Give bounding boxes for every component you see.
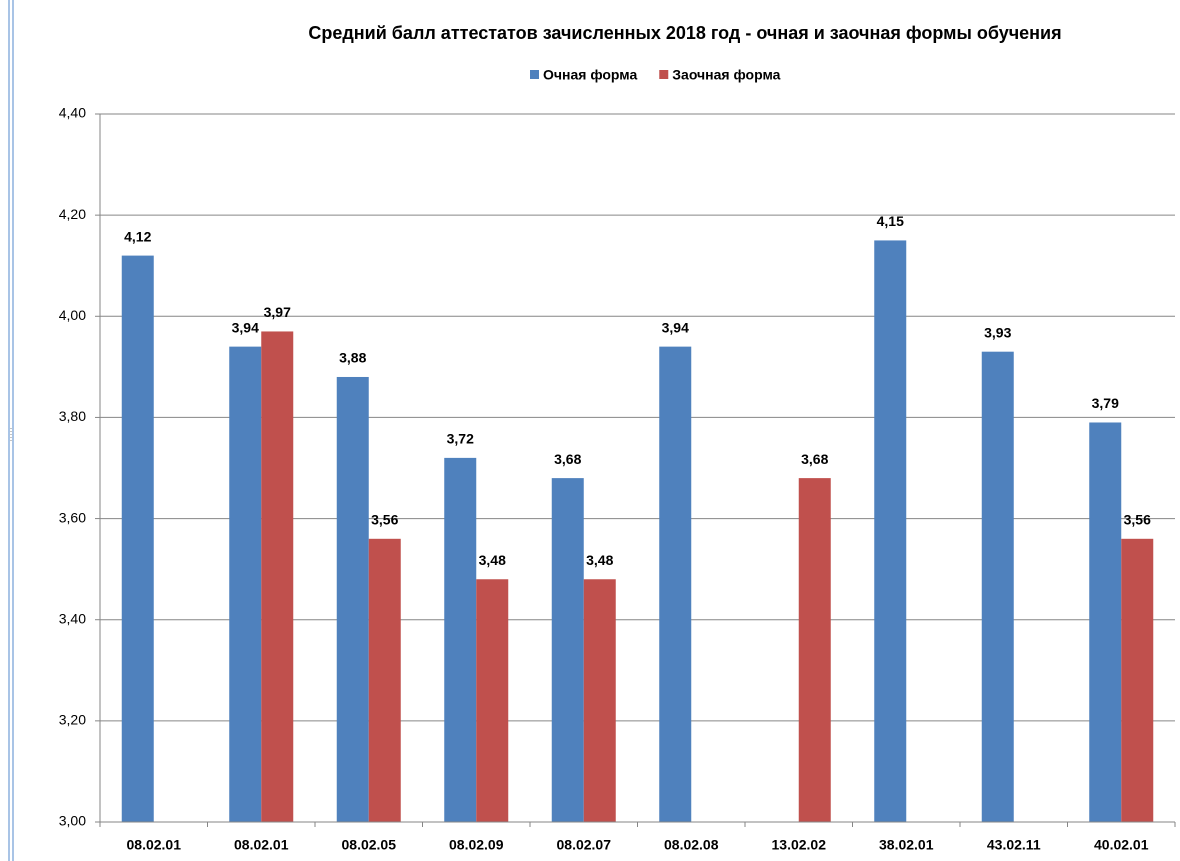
data-label: 3,48 bbox=[586, 552, 613, 568]
data-label: 3,48 bbox=[479, 552, 506, 568]
bar bbox=[336, 376, 369, 822]
legend-swatch bbox=[659, 70, 669, 79]
y-tick-label: 3,40 bbox=[59, 610, 86, 626]
bar bbox=[981, 351, 1014, 822]
data-label: 3,97 bbox=[264, 304, 291, 320]
y-tick-label: 3,60 bbox=[59, 509, 86, 525]
bar bbox=[261, 331, 294, 822]
data-label: 4,15 bbox=[877, 213, 904, 229]
data-label: 3,68 bbox=[801, 451, 828, 467]
x-tick-label: 08.02.09 bbox=[449, 837, 504, 853]
chart-title: Средний балл аттестатов зачисленных 2018… bbox=[308, 23, 1061, 43]
x-tick-label: 43.02.11 bbox=[987, 837, 1041, 853]
bar bbox=[121, 255, 154, 823]
bar bbox=[798, 478, 831, 822]
legend-label: Очная форма bbox=[543, 67, 637, 83]
data-label: 3,72 bbox=[447, 431, 474, 447]
bar bbox=[1121, 538, 1154, 822]
x-tick-label: 08.02.01 bbox=[234, 837, 289, 853]
y-tick-label: 3,20 bbox=[59, 712, 86, 728]
legend-swatch bbox=[530, 70, 539, 79]
data-label: 3,94 bbox=[232, 319, 259, 335]
data-label: 3,79 bbox=[1092, 395, 1119, 411]
data-label: 3,88 bbox=[339, 350, 366, 366]
y-tick-label: 4,40 bbox=[59, 105, 86, 121]
data-label: 3,68 bbox=[554, 451, 581, 467]
x-tick-label: 08.02.01 bbox=[127, 837, 182, 853]
y-tick-label: 3,80 bbox=[59, 408, 86, 424]
bar bbox=[874, 240, 907, 822]
data-label: 3,94 bbox=[662, 319, 689, 335]
x-tick-label: 40.02.01 bbox=[1094, 837, 1149, 853]
x-tick-label: 08.02.07 bbox=[557, 837, 612, 853]
data-label: 4,12 bbox=[124, 228, 151, 244]
x-tick-label: 38.02.01 bbox=[879, 837, 934, 853]
x-tick-label: 08.02.05 bbox=[342, 837, 397, 853]
data-label: 3,56 bbox=[371, 512, 398, 528]
bar bbox=[551, 478, 584, 822]
bar bbox=[444, 457, 477, 822]
bar bbox=[229, 346, 262, 822]
y-tick-label: 3,00 bbox=[59, 813, 86, 829]
x-tick-label: 13.02.02 bbox=[772, 837, 827, 853]
bar bbox=[1089, 422, 1122, 822]
data-label: 3,93 bbox=[984, 324, 1011, 340]
bar bbox=[583, 579, 616, 822]
bar bbox=[368, 538, 401, 822]
y-tick-label: 4,00 bbox=[59, 307, 86, 323]
legend-label: Заочная форма bbox=[672, 67, 780, 83]
x-tick-label: 08.02.08 bbox=[664, 837, 719, 853]
bar bbox=[476, 579, 509, 822]
bar bbox=[659, 346, 692, 822]
y-tick-label: 4,20 bbox=[59, 206, 86, 222]
data-label: 3,56 bbox=[1124, 512, 1151, 528]
